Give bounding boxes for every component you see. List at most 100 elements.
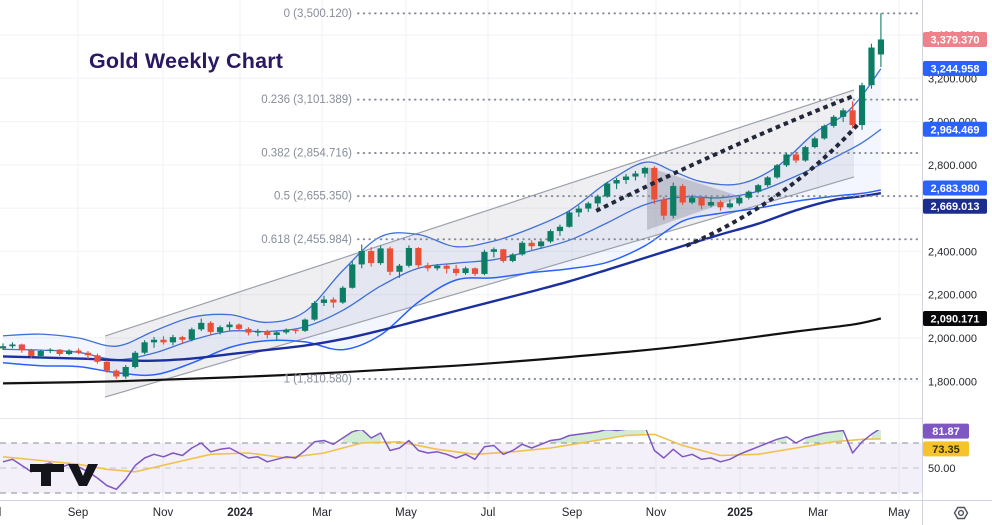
candle-up (9, 344, 16, 347)
dotted-trendline-upper[interactable] (595, 92, 859, 213)
candle-down (500, 249, 507, 261)
candle-down (84, 352, 92, 356)
candle-up (188, 329, 195, 340)
candle-up (65, 350, 73, 355)
candle-up (37, 350, 44, 356)
candle-down (471, 268, 479, 274)
price-tick-label: 2,800.000 (928, 160, 977, 172)
time-label-month[interactable]: Mar (808, 507, 828, 519)
candle-down (792, 154, 800, 161)
price-tag-value: 2,964.469 (931, 124, 980, 136)
candle-down (386, 248, 394, 272)
candle-up (169, 337, 177, 343)
candle-up (358, 250, 365, 265)
candle-down (235, 324, 243, 329)
candle-down (849, 110, 856, 126)
candle-down (113, 370, 120, 377)
rsi-overbought-fill (550, 430, 645, 443)
candle-up (604, 183, 611, 197)
candle-down (18, 344, 25, 351)
trend-channel-fill (105, 89, 854, 398)
logo-v-glyph (68, 464, 98, 486)
candle-up (802, 147, 809, 161)
candle-up (434, 265, 441, 269)
candle-down (56, 349, 63, 355)
candle-up (311, 302, 318, 320)
candle-up (349, 264, 356, 288)
candle-up (509, 254, 516, 261)
candle-up (150, 339, 158, 343)
logo-t-glyph (30, 464, 64, 486)
time-label-month[interactable]: Nov (646, 507, 667, 519)
candle-up (707, 202, 715, 206)
time-label-year[interactable]: 2024 (227, 507, 253, 519)
candle-up (198, 322, 205, 330)
candle-down (528, 242, 535, 247)
candle-up (283, 329, 290, 333)
candle-up (670, 186, 677, 216)
time-label-month[interactable]: May (395, 507, 417, 519)
time-label-month[interactable]: Jul (0, 507, 1, 519)
indicator-pane[interactable] (0, 427, 922, 494)
candle-up (622, 176, 630, 181)
candle-up (462, 268, 469, 274)
candle-up (519, 242, 526, 255)
price-tag-value: 2,669.013 (931, 201, 980, 213)
candle-up (226, 324, 233, 328)
price-tag (923, 121, 987, 137)
time-label-month[interactable]: Nov (153, 507, 174, 519)
price-tick-label: 2,000.000 (928, 333, 977, 345)
time-label-month[interactable]: Sep (562, 507, 582, 519)
candle-down (443, 265, 450, 269)
time-axis[interactable]: Jul Sep Nov 2024 Mar May Jul Sep Nov 2025 Mar May (0, 507, 910, 519)
price-axis[interactable]: 3,400.0003,200.0003,000.0002,800.0002,60… (923, 30, 987, 475)
candle-up (47, 349, 54, 351)
candle-up (821, 125, 828, 139)
candle-up (840, 110, 847, 117)
trend-channel-lower-line[interactable] (104, 176, 855, 398)
candle-down (415, 247, 422, 266)
candle-up (585, 203, 592, 209)
time-label-month[interactable]: Jul (481, 507, 496, 519)
time-label-year[interactable]: 2025 (727, 507, 753, 519)
indicator-tag-value: 81.87 (932, 426, 960, 438)
ma50-line (2, 192, 882, 362)
tradingview-logo[interactable] (30, 462, 102, 488)
fib-level-label: 0.382 (2,854.716) (261, 148, 352, 160)
candle-down (103, 361, 110, 371)
price-pane[interactable]: 0 (3,500.120) 0.236 (3,101.389) 0.382 (2,8… (0, 8, 921, 398)
price-tag-value: 3,379.370 (931, 34, 980, 46)
time-label-month[interactable]: May (888, 507, 910, 519)
candle-up (396, 265, 403, 272)
candle-up (254, 331, 261, 333)
candle-up (745, 191, 752, 198)
candle-down (207, 322, 214, 332)
candle-down (424, 265, 431, 269)
price-tag (923, 180, 987, 196)
candle-up (490, 249, 497, 252)
candle-up (755, 185, 762, 192)
candle-down (660, 199, 667, 216)
candle-up (141, 342, 148, 353)
candle-up (575, 208, 582, 213)
time-label-month[interactable]: Sep (68, 507, 88, 519)
candle-up (736, 197, 743, 204)
fib-level-label: 0.236 (3,101.389) (261, 94, 352, 106)
indicator-tag (923, 441, 969, 457)
candle-up (877, 39, 885, 55)
dotted-trendline-lower[interactable] (685, 119, 863, 248)
price-tag-value: 3,244.958 (931, 64, 980, 76)
trend-channel-upper-line[interactable] (104, 89, 855, 337)
chart-title: Gold Weekly Chart (89, 49, 284, 73)
price-scale-settings-icon[interactable] (945, 501, 973, 525)
time-label-month[interactable]: Mar (312, 507, 332, 519)
ma200-line (2, 317, 882, 385)
candle-up (339, 287, 346, 303)
fib-level-label: 0.618 (2,455.984) (261, 234, 352, 246)
candle-up (783, 154, 790, 166)
candle-up (811, 138, 818, 148)
rsi-overbought-fill (871, 430, 881, 439)
candle-up (320, 299, 328, 303)
